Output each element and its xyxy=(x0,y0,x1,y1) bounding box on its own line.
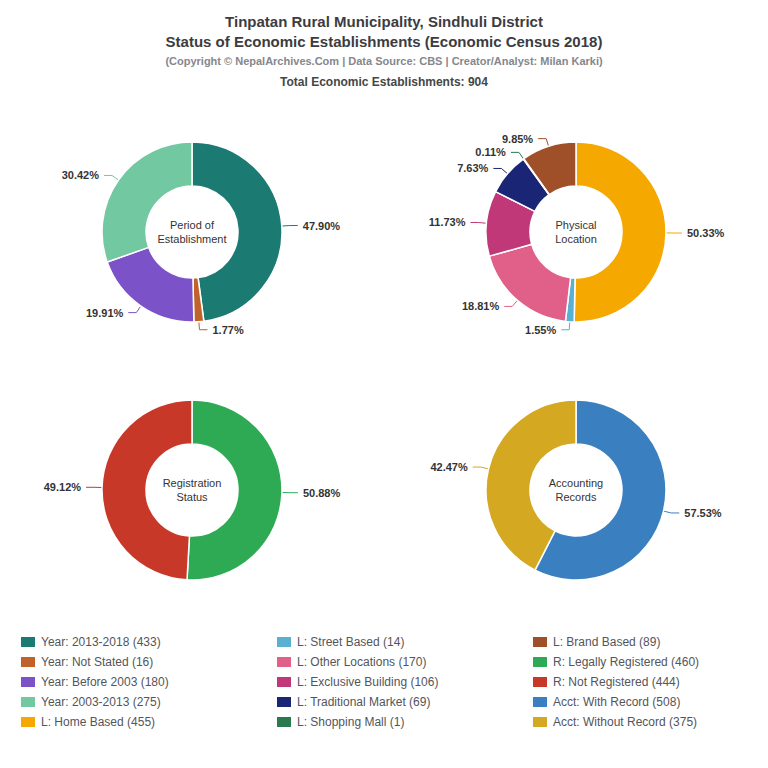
svg-text:50.33%: 50.33% xyxy=(687,227,725,239)
svg-text:Year: Before 2003 (180): Year: Before 2003 (180) xyxy=(41,675,169,689)
svg-text:Year: Not Stated (16): Year: Not Stated (16) xyxy=(41,655,153,669)
svg-text:7.63%: 7.63% xyxy=(457,162,488,174)
svg-text:50.88%: 50.88% xyxy=(303,487,341,499)
svg-text:Acct: With Record (508): Acct: With Record (508) xyxy=(553,695,680,709)
svg-text:L: Brand Based (89): L: Brand Based (89) xyxy=(553,635,660,649)
svg-text:L: Other Locations (170): L: Other Locations (170) xyxy=(297,655,426,669)
svg-text:47.90%: 47.90% xyxy=(303,220,341,232)
svg-text:30.42%: 30.42% xyxy=(62,169,100,181)
svg-text:1.55%: 1.55% xyxy=(525,324,556,336)
svg-text:18.81%: 18.81% xyxy=(462,300,500,312)
svg-text:1.77%: 1.77% xyxy=(212,324,243,336)
svg-text:L: Shopping Mall (1): L: Shopping Mall (1) xyxy=(297,715,404,729)
svg-text:Accounting: Accounting xyxy=(549,477,603,489)
svg-text:L: Home Based (455): L: Home Based (455) xyxy=(41,715,155,729)
svg-text:49.12%: 49.12% xyxy=(44,481,82,493)
svg-text:R: Legally Registered (460): R: Legally Registered (460) xyxy=(553,655,699,669)
svg-text:R: Not Registered (444): R: Not Registered (444) xyxy=(553,675,680,689)
svg-text:42.47%: 42.47% xyxy=(430,461,468,473)
svg-text:Records: Records xyxy=(556,491,597,503)
svg-text:Acct: Without Record (375): Acct: Without Record (375) xyxy=(553,715,697,729)
svg-text:0.11%: 0.11% xyxy=(475,146,506,158)
svg-text:Total Economic Establishments:: Total Economic Establishments: 904 xyxy=(280,75,488,89)
svg-text:(Copyright © NepalArchives.Com: (Copyright © NepalArchives.Com | Data So… xyxy=(165,55,603,67)
svg-text:Physical: Physical xyxy=(556,219,597,231)
svg-text:L: Traditional Market (69): L: Traditional Market (69) xyxy=(297,695,430,709)
svg-text:Tinpatan Rural Municipality, S: Tinpatan Rural Municipality, Sindhuli Di… xyxy=(225,13,543,30)
svg-text:Year: 2003-2013 (275): Year: 2003-2013 (275) xyxy=(41,695,161,709)
svg-text:Year: 2013-2018 (433): Year: 2013-2018 (433) xyxy=(41,635,161,649)
svg-text:Registration: Registration xyxy=(163,477,222,489)
svg-text:Establishment: Establishment xyxy=(157,233,226,245)
svg-text:Status of Economic Establishme: Status of Economic Establishments (Econo… xyxy=(166,33,603,50)
svg-text:Status: Status xyxy=(176,491,208,503)
svg-text:19.91%: 19.91% xyxy=(86,307,124,319)
svg-text:57.53%: 57.53% xyxy=(684,507,722,519)
svg-text:9.85%: 9.85% xyxy=(502,133,533,145)
svg-text:11.73%: 11.73% xyxy=(429,216,466,228)
svg-text:L: Street Based (14): L: Street Based (14) xyxy=(297,635,404,649)
svg-text:Location: Location xyxy=(555,233,597,245)
svg-text:L: Exclusive Building (106): L: Exclusive Building (106) xyxy=(297,675,438,689)
svg-text:Period of: Period of xyxy=(170,219,215,231)
